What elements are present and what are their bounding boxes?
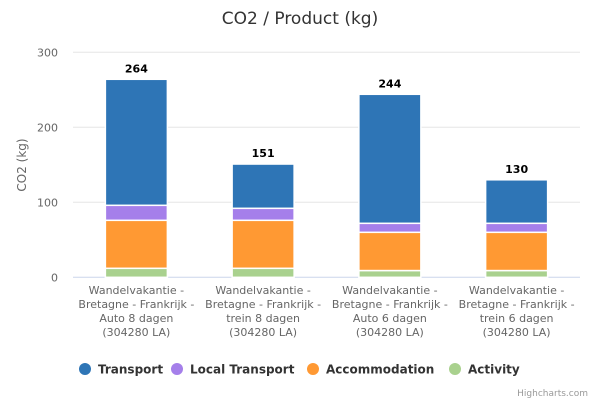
total-data-label: 151 (252, 147, 275, 160)
bar-segment-transport[interactable] (104, 78, 169, 207)
y-tick-label: 300 (37, 46, 58, 59)
bar-segment-activity[interactable] (231, 267, 295, 279)
chart-title: CO2 / Product (kg) (222, 9, 378, 29)
bar-segment-local-transport[interactable] (484, 222, 549, 234)
x-tick-label: trein 6 dagen (480, 312, 554, 325)
credits-link[interactable]: Highcharts.com (517, 389, 588, 399)
x-tick-label: Auto 8 dagen (99, 312, 173, 325)
x-tick-label: Wandelvakantie - (215, 284, 310, 297)
legend-item-local-transport[interactable]: Local Transport (171, 363, 295, 377)
total-data-label: 244 (378, 77, 401, 90)
legend-marker-icon (171, 363, 183, 375)
bar-segment-accommodation[interactable] (484, 231, 549, 272)
x-tick-label: Bretagne - Frankrijk - (459, 298, 575, 311)
bar-segment-activity[interactable] (484, 269, 549, 279)
legend-label: Accommodation (326, 363, 434, 377)
legend-marker-icon (307, 363, 319, 375)
x-tick-label: (304280 LA) (229, 326, 297, 339)
legend-label: Transport (98, 363, 163, 377)
x-tick-label: Wandelvakantie - (469, 284, 564, 297)
bar-segment-transport[interactable] (231, 163, 295, 210)
total-data-label: 130 (505, 163, 528, 176)
legend-item-activity[interactable]: Activity (449, 363, 520, 377)
legend-item-transport[interactable]: Transport (79, 363, 163, 377)
y-tick-label: 0 (51, 271, 58, 284)
x-tick-label: trein 8 dagen (226, 312, 300, 325)
legend-item-accommodation[interactable]: Accommodation (307, 363, 434, 377)
legend-marker-icon (79, 363, 91, 375)
bar-segment-local-transport[interactable] (231, 207, 295, 222)
bar-segment-transport[interactable] (484, 179, 549, 225)
x-tick-label: Bretagne - Frankrijk - (78, 298, 194, 311)
bar-segment-local-transport[interactable] (358, 222, 422, 234)
x-tick-label: Auto 6 dagen (353, 312, 427, 325)
bar-segment-activity[interactable] (104, 267, 169, 279)
x-tick-label: Wandelvakantie - (342, 284, 437, 297)
y-tick-label: 100 (37, 196, 58, 209)
x-tick-label: (304280 LA) (356, 326, 424, 339)
legend-label: Local Transport (190, 363, 295, 377)
bar-segment-transport[interactable] (358, 93, 422, 225)
bar-segment-accommodation[interactable] (104, 219, 169, 270)
x-tick-label: Bretagne - Frankrijk - (332, 298, 448, 311)
total-data-label: 264 (125, 62, 148, 75)
y-axis-label: CO2 (kg) (15, 138, 29, 191)
y-tick-label: 200 (37, 121, 58, 134)
bar-segment-accommodation[interactable] (231, 219, 295, 270)
legend-marker-icon (449, 363, 461, 375)
x-tick-label: Wandelvakantie - (89, 284, 184, 297)
bar-segment-accommodation[interactable] (358, 231, 422, 272)
x-tick-label: Bretagne - Frankrijk - (205, 298, 321, 311)
bar-segment-activity[interactable] (358, 269, 422, 279)
x-tick-label: (304280 LA) (102, 326, 170, 339)
x-tick-label: (304280 LA) (483, 326, 551, 339)
bar-segment-local-transport[interactable] (104, 204, 169, 222)
legend-label: Activity (468, 363, 520, 377)
